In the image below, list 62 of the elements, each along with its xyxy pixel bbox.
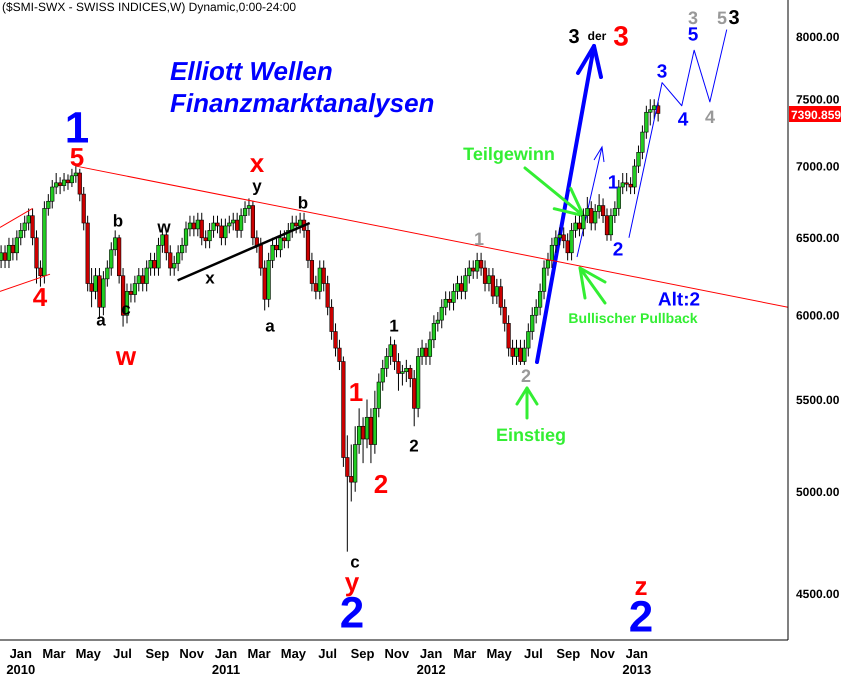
x-tick-label: Jan 2012: [416, 646, 446, 676]
x-tick-label: Jan 2010: [6, 646, 36, 676]
annotation: 2: [409, 436, 419, 456]
annotation: z: [634, 571, 648, 601]
y-tick-label: 6500.00: [796, 231, 840, 246]
text: 7390.859: [791, 108, 841, 122]
y-tick-label: 7500.00: [796, 92, 840, 107]
annotation: 4: [704, 107, 716, 127]
annotation: 1: [474, 229, 484, 249]
annotation: 3: [728, 7, 740, 29]
annotation: b: [298, 194, 308, 212]
x-tick-label: Mar: [42, 646, 66, 661]
annotation: Teilgewinn: [463, 144, 555, 164]
y-tick-label: 7000.00: [796, 159, 840, 174]
x-tick-label: Sep: [145, 646, 170, 661]
annotation: Elliott Wellen: [170, 56, 333, 86]
x-tick-label: Mar: [248, 646, 271, 661]
annotation: w: [114, 341, 137, 371]
annotation: y: [252, 176, 262, 196]
y-tick-label: 6000.00: [796, 308, 840, 323]
x-tick-label: Nov: [590, 646, 616, 661]
x-tick-label: Jul: [113, 646, 132, 661]
x-tick-label: Nov: [179, 646, 205, 661]
annotation: 3: [656, 62, 668, 82]
annotation: 5: [716, 8, 728, 28]
chart-title: ($SMI-SWX - SWISS INDICES,W) Dynamic,0:00-24:00: [2, 0, 296, 14]
x-tick-label: May: [76, 646, 102, 661]
annotation: a: [96, 310, 106, 330]
x-tick-label: Jan 2011: [212, 646, 240, 676]
x-tick-label: Sep: [350, 646, 375, 661]
y-tick-label: 4500.00: [796, 587, 840, 601]
x-tick-label: Jul: [524, 646, 543, 661]
annotation: Alt:2: [658, 290, 700, 310]
annotation: Einstieg: [496, 425, 566, 445]
x-tick-label: Nov: [384, 646, 410, 661]
annotation: 2: [520, 366, 532, 386]
annotation: der: [588, 29, 607, 43]
x-tick-label: Jan 2013: [622, 646, 652, 676]
annotation: 3: [613, 20, 629, 52]
annotation: 1: [348, 377, 364, 407]
annotation: 1: [608, 172, 619, 194]
annotation: Finanzmarktanalysen: [170, 88, 434, 118]
annotation: x: [250, 148, 265, 178]
y-tick-label: 5000.00: [796, 485, 840, 500]
annotation: 1: [389, 316, 399, 336]
x-tick-label: Jul: [318, 646, 338, 661]
annotation: 4: [32, 282, 48, 312]
annotation: c: [350, 552, 360, 572]
annotation: x: [205, 268, 216, 288]
x-tick-label: May: [486, 646, 513, 661]
annotation: Bullischer Pullback: [568, 310, 698, 326]
annotation: 3: [568, 26, 580, 48]
annotation: b: [112, 212, 124, 230]
annotation: 2: [374, 469, 388, 499]
x-tick-label: Mar: [453, 646, 476, 661]
y-tick-label: 8000.00: [796, 30, 840, 44]
annotation: a: [265, 316, 276, 336]
x-tick-label: Sep: [556, 646, 580, 661]
x-tick-label: May: [280, 646, 307, 661]
annotation: 2: [612, 240, 624, 260]
annotation: 4: [678, 110, 689, 130]
y-tick-label: 5500.00: [796, 392, 840, 407]
